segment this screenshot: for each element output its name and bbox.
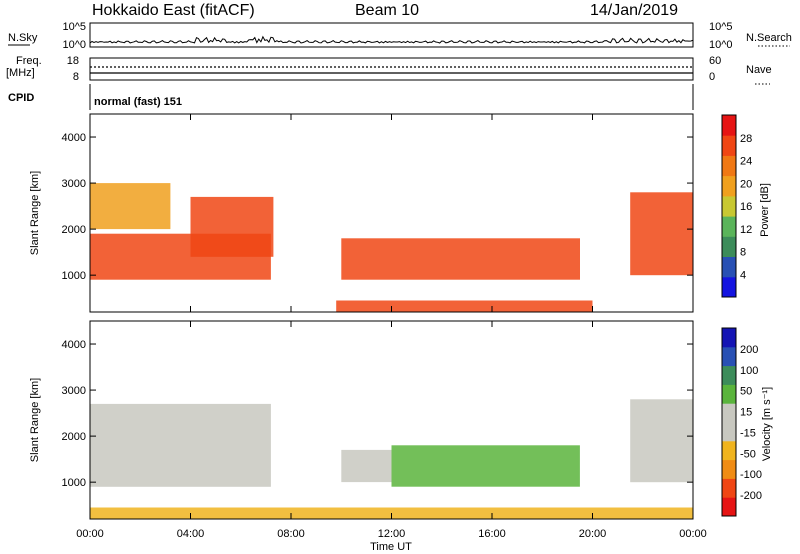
colorbar-segment	[722, 346, 736, 367]
colorbar-tick-label: 16	[740, 201, 752, 213]
y-tick-label: 3000	[62, 385, 86, 397]
freq-label: Freq.	[16, 55, 42, 67]
x-tick-label: 08:00	[277, 528, 305, 540]
y-tick-label: 1000	[62, 270, 86, 282]
velocity-ylabel: Slant Range [km]	[29, 378, 41, 462]
nsearch-tick-top: 10^5	[709, 21, 733, 33]
colorbar-tick-label: 24	[740, 156, 752, 168]
scatter-region	[341, 449, 392, 483]
scatter-region	[630, 192, 693, 276]
date-label: 14/Jan/2019	[590, 2, 678, 19]
colorbar-segment	[722, 328, 736, 348]
y-tick-label: 2000	[62, 431, 86, 443]
y-tick-label: 4000	[62, 339, 86, 351]
colorbar-segment	[722, 440, 736, 461]
colorbar-tick-label: -200	[740, 490, 762, 502]
nsearch-tick-bottom: 10^0	[709, 39, 733, 51]
colorbar-segment	[722, 497, 736, 517]
power-panel-frame	[89, 113, 694, 313]
colorbar-segment	[722, 459, 736, 479]
scatter-region	[336, 300, 593, 312]
nsky-trace	[89, 35, 694, 44]
scatter-region	[341, 238, 580, 280]
colorbar-segment	[722, 384, 736, 404]
colorbar-segment	[722, 365, 736, 385]
colorbar-segment	[722, 216, 736, 237]
velocity-panel: 1000 2000 3000 4000 Slant Range [km] 200 100…	[29, 320, 773, 520]
colorbar-segment	[722, 115, 736, 136]
velocity-colorbar: 200 100 50 15 -15 -50 -100 -200	[721, 327, 762, 517]
x-tick-label: 00:00	[76, 528, 104, 540]
power-colorbar: 28 24 20 16 12 8 4	[721, 114, 752, 298]
colorbar-tick-label: 20	[740, 178, 752, 190]
nsky-line	[89, 35, 694, 44]
colorbar-tick-label: 4	[740, 269, 746, 281]
time-axis-ticks: 00:00 04:00 08:00 12:00 16:00 20:00 00:00	[76, 528, 707, 540]
colorbar-tick-label: -50	[740, 448, 756, 460]
colorbar-tick-label: -15	[740, 427, 756, 439]
colorbar-tick-label: 100	[740, 365, 758, 377]
power-colorbar-label: Power [dB]	[759, 183, 771, 237]
y-tick-label: 3000	[62, 178, 86, 190]
power-panel: 1000 2000 3000 4000 Slant Range [km] 28 24 20…	[29, 113, 771, 313]
power-axis-ticks: 1000 2000 3000 4000	[62, 114, 694, 312]
nsky-tick-bottom: 10^0	[62, 39, 86, 51]
x-tick-label: 00:00	[679, 528, 707, 540]
nave-tick-bottom: 0	[709, 71, 715, 83]
colorbar-segment	[722, 175, 736, 197]
colorbar-tick-label: 15	[740, 407, 752, 419]
colorbar-tick-label: -100	[740, 469, 762, 481]
freq-unit-label: [MHz]	[6, 67, 35, 79]
colorbar-segment	[722, 403, 736, 423]
x-tick-label: 16:00	[478, 528, 506, 540]
nsky-panel-frame	[89, 22, 694, 48]
time-axis-label: Time UT	[370, 541, 412, 553]
nsky-tick-top: 10^5	[62, 21, 86, 33]
nave-tick-top: 60	[709, 55, 721, 67]
x-tick-label: 04:00	[177, 528, 205, 540]
colorbar-segment	[722, 195, 736, 217]
power-ylabel: Slant Range [km]	[29, 171, 41, 255]
cpid-value: normal (fast) 151	[94, 96, 182, 108]
colorbar-frame	[721, 114, 737, 298]
colorbar-segment	[722, 478, 736, 498]
station-title: Hokkaido East (fitACF)	[92, 2, 255, 19]
nsky-label: N.Sky	[8, 32, 38, 44]
y-tick-label: 1000	[62, 477, 86, 489]
colorbar-tick-label: 28	[740, 133, 752, 145]
colorbar-tick-label: 50	[740, 386, 752, 398]
scatter-region	[90, 403, 271, 487]
y-tick-label: 2000	[62, 224, 86, 236]
colorbar-tick-label: 8	[740, 247, 746, 259]
scatter-region	[630, 399, 693, 483]
colorbar-segment	[722, 236, 736, 257]
scatter-region	[90, 183, 171, 230]
scatter-region	[391, 445, 580, 487]
velocity-axis-ticks: 1000 2000 3000 4000	[62, 321, 694, 519]
cpid-label: CPID	[8, 92, 34, 104]
x-tick-label: 12:00	[378, 528, 406, 540]
velocity-colorbar-label: Velocity [m s⁻¹]	[761, 387, 773, 461]
freq-tick-top: 18	[67, 55, 79, 67]
beam-label: Beam 10	[355, 2, 419, 19]
colorbar-segment	[722, 155, 736, 177]
colorbar-tick-label: 12	[740, 224, 752, 236]
colorbar-frame	[721, 327, 737, 517]
x-tick-label: 20:00	[579, 528, 607, 540]
freq-panel-frame	[89, 57, 694, 81]
scatter-region	[190, 196, 274, 257]
y-tick-label: 4000	[62, 132, 86, 144]
colorbar-segment	[722, 135, 736, 156]
velocity-data-fill	[90, 399, 693, 519]
power-data-fill	[90, 183, 693, 312]
colorbar-segment	[722, 256, 736, 278]
colorbar-segment	[722, 422, 736, 442]
colorbar-segment	[722, 276, 736, 298]
nave-label: Nave	[746, 64, 772, 76]
colorbar-tick-label: 200	[740, 344, 758, 356]
nsearch-label: N.Search	[746, 32, 792, 44]
freq-tick-bottom: 8	[73, 71, 79, 83]
